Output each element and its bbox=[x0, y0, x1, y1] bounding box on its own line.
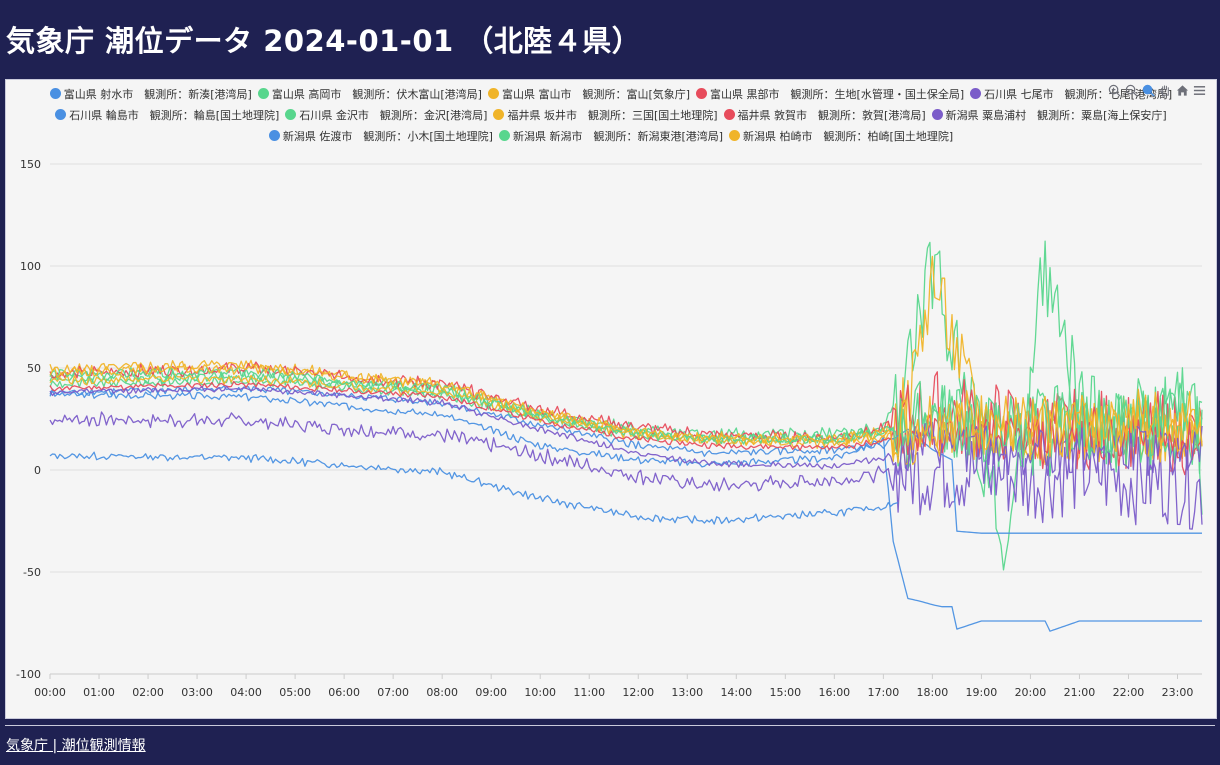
series-line-0 bbox=[49, 390, 1202, 632]
x-tick-label: 14:00 bbox=[720, 686, 752, 699]
legend-label: 新潟県 柏崎市 観測所：柏崎[国土地理院] bbox=[743, 130, 954, 143]
series-line-9 bbox=[49, 385, 1203, 476]
pan-icon[interactable] bbox=[1159, 84, 1172, 97]
footer-link[interactable]: 気象庁 | 潮位観測情報 bbox=[6, 738, 146, 754]
footer-divider bbox=[5, 725, 1215, 726]
y-tick-label: 100 bbox=[20, 260, 41, 273]
legend-item[interactable]: 富山県 高岡市 観測所：伏木富山[港湾局] bbox=[257, 84, 482, 105]
legend-row: 富山県 射水市 観測所：新湊[港湾局] 富山県 高岡市 観測所：伏木富山[港湾局]… bbox=[6, 84, 1216, 105]
legend-marker bbox=[729, 130, 741, 141]
x-tick-label: 01:00 bbox=[83, 686, 115, 699]
series-line-3 bbox=[49, 361, 1203, 476]
legend-label: 石川県 輪島市 観測所：輪島[国土地理院] bbox=[69, 109, 280, 122]
legend-item[interactable]: 富山県 黒部市 観測所：生地[水管理・国土保全局] bbox=[696, 84, 964, 105]
y-tick-label: 50 bbox=[27, 362, 41, 375]
legend-item[interactable]: 富山県 富山市 観測所：富山[気象庁] bbox=[487, 84, 691, 105]
chart-panel: 150 100 50 0 -50 -100 00:00 01:00 02:00 03:00 04:0… bbox=[5, 79, 1217, 719]
x-tick-label: 16:00 bbox=[818, 686, 850, 699]
x-tick-label: 10:00 bbox=[524, 686, 556, 699]
x-tick-label: 04:00 bbox=[230, 686, 262, 699]
tide-chart: 150 100 50 0 -50 -100 00:00 01:00 02:00 03:00 04:0… bbox=[16, 158, 1203, 699]
x-tick-label: 02:00 bbox=[132, 686, 164, 699]
legend-marker bbox=[257, 88, 269, 99]
legend-item[interactable]: 富山県 射水市 観測所：新湊[港湾局] bbox=[49, 84, 252, 105]
x-tick-label: 12:00 bbox=[622, 686, 654, 699]
x-tick-label: 20:00 bbox=[1015, 686, 1047, 699]
x-tick-label: 08:00 bbox=[426, 686, 458, 699]
legend-row: 石川県 輪島市 観測所：輪島[国土地理院] 石川県 金沢市 観測所：金沢[港湾局]… bbox=[6, 105, 1216, 126]
y-tick-label: -100 bbox=[16, 668, 41, 681]
series-line-11 bbox=[49, 366, 1203, 465]
series-line-5 bbox=[49, 385, 1202, 534]
menu-icon[interactable] bbox=[1193, 84, 1206, 97]
series-line-7 bbox=[49, 373, 1203, 466]
x-tick-label: 03:00 bbox=[181, 686, 213, 699]
legend-marker bbox=[970, 88, 982, 99]
legend-marker bbox=[498, 130, 510, 141]
legend-item[interactable]: 石川県 金沢市 観測所：金沢[港湾局] bbox=[285, 105, 487, 126]
x-tick-label: 18:00 bbox=[917, 686, 949, 699]
legend-label: 福井県 坂井市 観測所：三国[国土地理院] bbox=[507, 109, 718, 122]
legend-marker bbox=[268, 130, 280, 141]
legend-marker bbox=[55, 109, 67, 120]
x-tick-label: 17:00 bbox=[868, 686, 900, 699]
x-tick-label: 23:00 bbox=[1162, 686, 1194, 699]
x-tick-label: 22:00 bbox=[1113, 686, 1145, 699]
x-tick-label: 00:00 bbox=[34, 686, 66, 699]
chart-legend: 富山県 射水市 観測所：新湊[港湾局] 富山県 高岡市 観測所：伏木富山[港湾局]… bbox=[6, 84, 1216, 147]
legend-marker bbox=[285, 109, 297, 120]
legend-label: 富山県 高岡市 観測所：伏木富山[港湾局] bbox=[271, 88, 482, 101]
legend-marker bbox=[931, 109, 943, 120]
y-tick-label: -50 bbox=[23, 566, 41, 579]
page-title: 気象庁 潮位データ 2024-01-01 （北陸４県） bbox=[6, 24, 642, 58]
legend-item[interactable]: 新潟県 新潟市 観測所：新潟東港[港湾局] bbox=[498, 126, 724, 147]
legend-label: 富山県 黒部市 観測所：生地[水管理・国土保全局] bbox=[710, 88, 965, 101]
legend-label: 石川県 金沢市 観測所：金沢[港湾局] bbox=[299, 109, 488, 122]
y-tick-label: 0 bbox=[34, 464, 41, 477]
x-tick-label: 09:00 bbox=[475, 686, 507, 699]
x-tick-label: 06:00 bbox=[328, 686, 360, 699]
x-tick-label: 05:00 bbox=[279, 686, 311, 699]
legend-row: 新潟県 佐渡市 観測所：小木[国土地理院] 新潟県 新潟市 観測所：新潟東港[港湾… bbox=[6, 126, 1216, 147]
x-tick-label: 13:00 bbox=[671, 686, 703, 699]
legend-label: 福井県 敦賀市 観測所：敦賀[港湾局] bbox=[737, 109, 926, 122]
x-tick-label: 07:00 bbox=[377, 686, 409, 699]
legend-item[interactable]: 新潟県 粟島浦村 観測所：粟島[海上保安庁] bbox=[931, 105, 1167, 126]
chart-toolbar bbox=[1108, 82, 1206, 98]
legend-item[interactable]: 新潟県 佐渡市 観測所：小木[国土地理院] bbox=[268, 126, 493, 147]
legend-label: 石川県 七尾市 観測所：七尾[港湾局] bbox=[984, 88, 1173, 101]
legend-marker bbox=[723, 109, 735, 120]
y-tick-label: 150 bbox=[20, 158, 41, 171]
series-line-8 bbox=[49, 380, 1203, 461]
zoom-in-icon[interactable] bbox=[1108, 84, 1121, 97]
legend-item[interactable]: 石川県 七尾市 観測所：七尾[港湾局] bbox=[970, 84, 1172, 105]
legend-label: 富山県 射水市 観測所：新湊[港湾局] bbox=[63, 88, 252, 101]
x-tick-label: 11:00 bbox=[573, 686, 605, 699]
legend-label: 富山県 富山市 観測所：富山[気象庁] bbox=[501, 88, 691, 101]
legend-label: 新潟県 佐渡市 観測所：小木[国土地理院] bbox=[282, 130, 493, 143]
legend-marker bbox=[487, 88, 499, 99]
legend-item[interactable]: 福井県 敦賀市 観測所：敦賀[港湾局] bbox=[723, 105, 926, 126]
legend-label: 新潟県 粟島浦村 観測所：粟島[海上保安庁] bbox=[945, 109, 1167, 122]
legend-marker bbox=[49, 88, 61, 99]
x-tick-label: 19:00 bbox=[966, 686, 998, 699]
legend-label: 新潟県 新潟市 観測所：新潟東港[港湾局] bbox=[512, 130, 724, 143]
legend-item[interactable]: 福井県 坂井市 観測所：三国[国土地理院] bbox=[493, 105, 718, 126]
home-icon[interactable] bbox=[1176, 84, 1189, 97]
legend-marker bbox=[493, 109, 505, 120]
zoom-out-icon[interactable] bbox=[1125, 84, 1138, 97]
x-tick-label: 21:00 bbox=[1064, 686, 1096, 699]
legend-item[interactable]: 新潟県 柏崎市 観測所：柏崎[国土地理院] bbox=[729, 126, 953, 147]
series-line-10 bbox=[49, 451, 899, 525]
legend-item[interactable]: 石川県 輪島市 観測所：輪島[国土地理院] bbox=[55, 105, 279, 126]
legend-marker bbox=[696, 88, 708, 99]
zoom-select-icon[interactable] bbox=[1142, 84, 1155, 97]
x-tick-label: 15:00 bbox=[769, 686, 801, 699]
series-line-4 bbox=[49, 411, 1203, 530]
series-line-12 bbox=[49, 363, 1203, 461]
